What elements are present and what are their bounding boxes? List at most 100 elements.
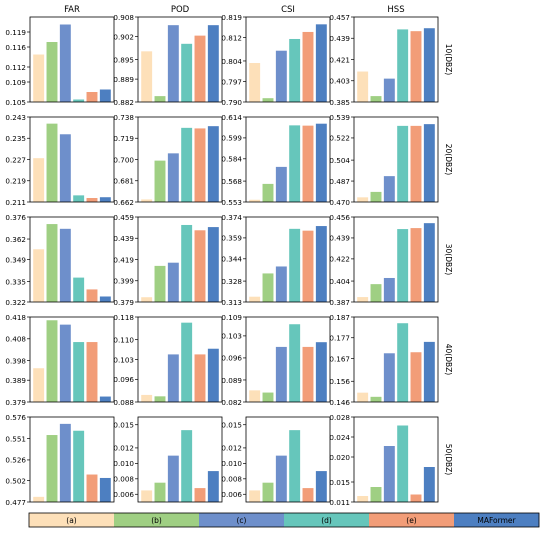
row-label: 30(DBZ) xyxy=(444,244,453,276)
column-title: CSI xyxy=(281,5,295,15)
y-tick-label: 0.105 xyxy=(5,98,26,107)
row-label: 10(DBZ) xyxy=(444,44,453,76)
bar xyxy=(249,490,261,502)
bar xyxy=(181,322,193,402)
bar xyxy=(423,28,435,102)
bar xyxy=(262,273,274,302)
bar xyxy=(302,31,314,103)
chart-panel: 0.322 0.335 0.349 0.362 0.376 xyxy=(5,213,115,307)
y-tick-label: 0.700 xyxy=(113,155,134,164)
y-tick-label: 0.015 xyxy=(221,421,242,430)
bar xyxy=(73,277,85,302)
bar xyxy=(397,29,409,102)
bar xyxy=(33,368,45,402)
y-tick-label: 0.112 xyxy=(5,63,26,72)
axes-frame xyxy=(245,116,331,203)
legend-label: (b) xyxy=(151,516,162,525)
y-tick-label: 0.219 xyxy=(5,177,26,186)
y-tick-label: 0.020 xyxy=(329,453,350,462)
y-tick-label: 0.156 xyxy=(329,377,350,386)
chart-panel: 0.088 0.096 0.103 0.110 0.118 xyxy=(113,313,223,407)
y-tick-label: 0.008 xyxy=(113,475,134,484)
bar xyxy=(262,482,274,502)
chart-panel: 0.790 0.797 0.804 0.812 0.819 CSI xyxy=(221,5,331,107)
bar xyxy=(370,284,382,302)
y-tick-label: 0.177 xyxy=(329,334,350,343)
bar xyxy=(167,455,179,502)
y-tick-label: 0.576 xyxy=(5,413,26,422)
y-tick-label: 0.459 xyxy=(113,213,134,222)
bar xyxy=(357,71,369,102)
legend-label: (a) xyxy=(66,516,77,525)
bar xyxy=(181,127,193,202)
chart-panel: 0.082 0.089 0.096 0.103 0.109 xyxy=(221,313,331,407)
y-tick-label: 0.456 xyxy=(329,213,350,222)
bar xyxy=(73,342,85,402)
bar xyxy=(194,488,206,502)
bar xyxy=(154,482,166,502)
legend-swatch xyxy=(199,513,285,527)
y-tick-label: 0.504 xyxy=(329,156,350,165)
bar xyxy=(207,126,219,202)
y-tick-label: 0.553 xyxy=(221,198,242,207)
y-tick-label: 0.109 xyxy=(5,78,26,87)
y-tick-label: 0.328 xyxy=(221,277,242,286)
bar xyxy=(59,423,71,502)
y-tick-label: 0.167 xyxy=(329,354,350,363)
bar xyxy=(46,123,58,202)
bar xyxy=(99,396,111,402)
axes-frame xyxy=(353,416,439,503)
y-tick-label: 0.335 xyxy=(5,277,26,286)
y-tick-label: 0.376 xyxy=(5,213,26,222)
y-tick-label: 0.243 xyxy=(5,113,26,122)
bar xyxy=(207,348,219,402)
bar xyxy=(154,396,166,402)
y-tick-label: 0.439 xyxy=(329,34,350,43)
y-tick-label: 0.096 xyxy=(221,354,242,363)
bar xyxy=(46,42,58,102)
bar xyxy=(141,51,153,102)
bar xyxy=(289,324,301,402)
axes-frame xyxy=(29,416,115,503)
bar xyxy=(194,35,206,102)
bar xyxy=(357,496,369,502)
y-tick-label: 0.539 xyxy=(329,113,350,122)
y-tick-label: 0.797 xyxy=(221,77,242,86)
bar xyxy=(289,228,301,302)
bar xyxy=(33,54,45,102)
bar xyxy=(59,24,71,102)
y-tick-label: 0.227 xyxy=(5,155,26,164)
bar xyxy=(397,125,409,202)
y-tick-label: 0.024 xyxy=(329,433,350,442)
axes-frame xyxy=(245,416,331,503)
chart-panel: 0.105 0.109 0.112 0.116 0.119 FAR xyxy=(5,5,115,107)
column-title: POD xyxy=(171,5,190,15)
y-tick-label: 0.804 xyxy=(221,57,242,66)
legend: (a) (b) (c) (d) (e) MAFormer xyxy=(28,512,540,528)
bar xyxy=(302,230,314,302)
bar xyxy=(194,230,206,302)
y-tick-label: 0.349 xyxy=(5,255,26,264)
y-tick-label: 0.010 xyxy=(221,459,242,468)
y-tick-label: 0.902 xyxy=(113,32,134,41)
bar xyxy=(73,195,85,202)
bar xyxy=(410,125,422,202)
bar xyxy=(33,249,45,302)
chart-panel: 0.379 0.399 0.419 0.439 0.459 xyxy=(113,213,223,307)
bar xyxy=(73,99,85,102)
legend-swatch xyxy=(454,513,540,527)
bar xyxy=(370,396,382,402)
bar xyxy=(249,63,261,102)
bar xyxy=(194,354,206,402)
y-tick-label: 0.584 xyxy=(221,155,242,164)
bar xyxy=(33,496,45,502)
y-tick-label: 0.738 xyxy=(113,113,134,122)
bar xyxy=(141,297,153,302)
y-tick-label: 0.006 xyxy=(113,490,134,499)
y-tick-label: 0.109 xyxy=(221,313,242,322)
bar xyxy=(207,471,219,502)
bar xyxy=(357,392,369,402)
y-tick-label: 0.344 xyxy=(221,255,242,264)
bar xyxy=(275,266,287,302)
